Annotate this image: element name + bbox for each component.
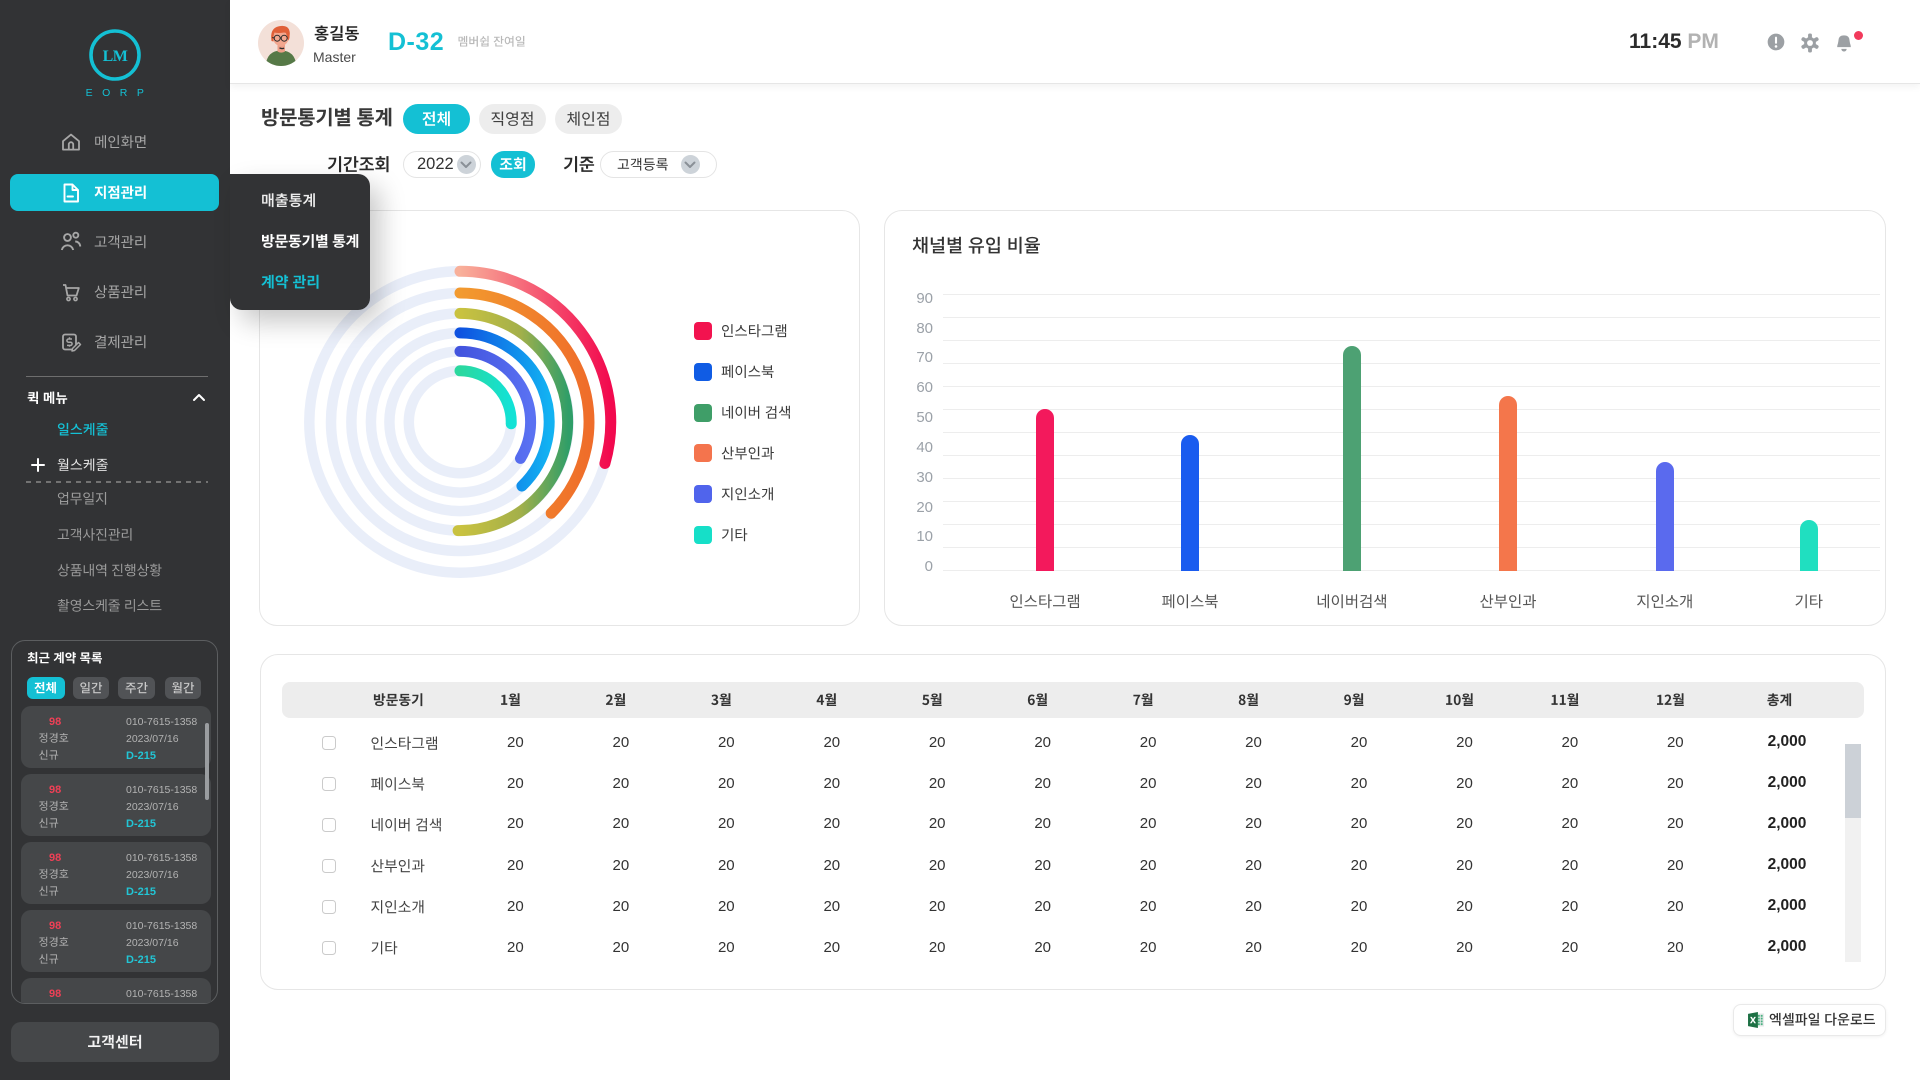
svg-text:LM: LM bbox=[103, 48, 128, 65]
